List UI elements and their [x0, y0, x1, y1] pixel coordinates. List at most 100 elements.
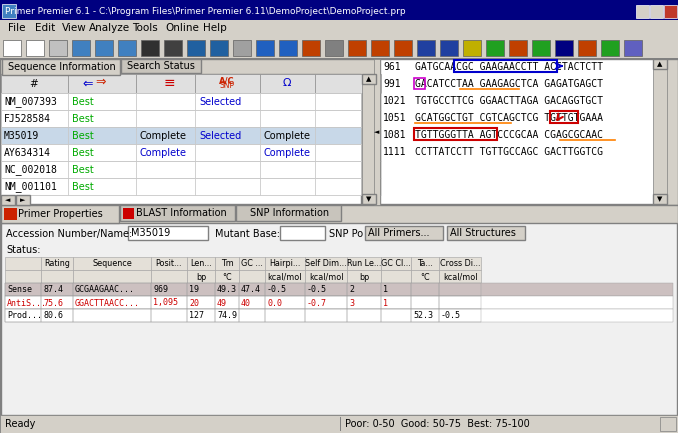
Bar [239, 283, 265, 296]
Bar [305, 296, 347, 309]
Text: GACATCCTAA GAAGAGCTCA GAGATGAGCT: GACATCCTAA GAAGAGCTCA GAGATGAGCT [415, 79, 603, 89]
Bar [72, 40, 90, 56]
Text: Rating: Rating [44, 259, 70, 268]
Bar [1, 205, 119, 223]
Bar [68, 74, 136, 93]
Bar [1, 223, 677, 415]
Bar [41, 270, 73, 283]
Bar [305, 257, 347, 270]
Text: 80.6: 80.6 [43, 311, 63, 320]
Text: Selected: Selected [199, 131, 241, 141]
Text: kcal/mol: kcal/mol [443, 272, 477, 281]
Bar [660, 417, 676, 431]
Text: 961: 961 [383, 62, 401, 72]
Text: 52.3: 52.3 [413, 311, 433, 320]
Bar [73, 309, 151, 322]
Bar [411, 257, 439, 270]
Bar [347, 270, 381, 283]
Bar [95, 40, 113, 56]
Bar [16, 195, 30, 205]
Text: NM_007393: NM_007393 [4, 97, 57, 107]
Bar [215, 257, 239, 270]
Text: 1,095: 1,095 [153, 298, 178, 307]
Bar [215, 270, 239, 283]
Text: Primer Properties: Primer Properties [18, 209, 103, 219]
Bar [195, 127, 260, 144]
Text: TGTGCCTTCG GGAACTTAGA GACAGGTGCT: TGTGCCTTCG GGAACTTAGA GACAGGTGCT [415, 96, 603, 106]
Bar [0, 36, 678, 59]
Bar [417, 40, 435, 56]
Text: ▲: ▲ [366, 76, 372, 82]
Text: Analyze: Analyze [89, 23, 130, 33]
Text: Ready: Ready [5, 419, 35, 429]
Bar [265, 309, 305, 322]
Bar [5, 309, 41, 322]
Text: ⇐: ⇐ [83, 78, 94, 90]
Bar [381, 270, 411, 283]
Text: Mutant Base:: Mutant Base: [215, 229, 280, 239]
Text: 87.4: 87.4 [43, 285, 63, 294]
Bar [68, 178, 136, 195]
Bar [260, 74, 315, 93]
Bar [439, 309, 481, 322]
Bar [73, 257, 151, 270]
Bar [1, 178, 68, 195]
Bar [1, 144, 361, 161]
Bar [1, 93, 68, 110]
Bar [187, 270, 215, 283]
Bar [1, 161, 68, 178]
Bar [381, 309, 411, 322]
Bar [164, 40, 182, 56]
Bar [280, 226, 325, 240]
Bar [215, 296, 239, 309]
Bar [118, 40, 136, 56]
Bar [187, 257, 215, 270]
Bar [73, 296, 151, 309]
Bar [447, 226, 525, 240]
Bar [26, 40, 44, 56]
Bar [5, 296, 673, 309]
Bar [279, 40, 297, 56]
Bar [1, 195, 15, 205]
Bar [439, 257, 481, 270]
Bar [601, 40, 619, 56]
Bar [136, 110, 195, 127]
Text: Best: Best [72, 182, 94, 192]
Bar [374, 59, 380, 205]
Bar [315, 127, 381, 144]
Text: bp: bp [359, 272, 369, 281]
Text: Poor: 0-50  Good: 50-75  Best: 75-100: Poor: 0-50 Good: 50-75 Best: 75-100 [345, 419, 530, 429]
Bar [5, 270, 41, 283]
Bar [265, 270, 305, 283]
Text: #: # [30, 79, 39, 89]
Bar [305, 270, 347, 283]
Text: Complete: Complete [264, 148, 311, 158]
Bar [365, 226, 443, 240]
Bar [260, 161, 315, 178]
Bar [0, 415, 678, 433]
Bar [1, 161, 361, 178]
Text: Tools: Tools [132, 23, 158, 33]
Bar [5, 257, 41, 270]
Text: Ω: Ω [283, 78, 292, 88]
Text: SNP Information: SNP Information [250, 208, 329, 218]
Text: Sense: Sense [7, 285, 32, 294]
Bar [0, 20, 678, 36]
Bar [239, 270, 265, 283]
Text: 969: 969 [153, 285, 168, 294]
Text: ◄: ◄ [374, 129, 380, 135]
Text: 2: 2 [349, 285, 354, 294]
Text: -0.5: -0.5 [441, 311, 461, 320]
Bar [260, 178, 315, 195]
Bar [411, 309, 439, 322]
Text: ◄: ◄ [5, 197, 11, 203]
Bar [260, 93, 315, 110]
Bar [195, 74, 260, 93]
Text: -0.7: -0.7 [307, 298, 327, 307]
Text: File: File [8, 23, 26, 33]
Text: Edit: Edit [35, 23, 55, 33]
Text: Best: Best [72, 148, 94, 158]
Bar [195, 93, 260, 110]
Bar [5, 283, 673, 296]
Text: 19: 19 [189, 285, 199, 294]
